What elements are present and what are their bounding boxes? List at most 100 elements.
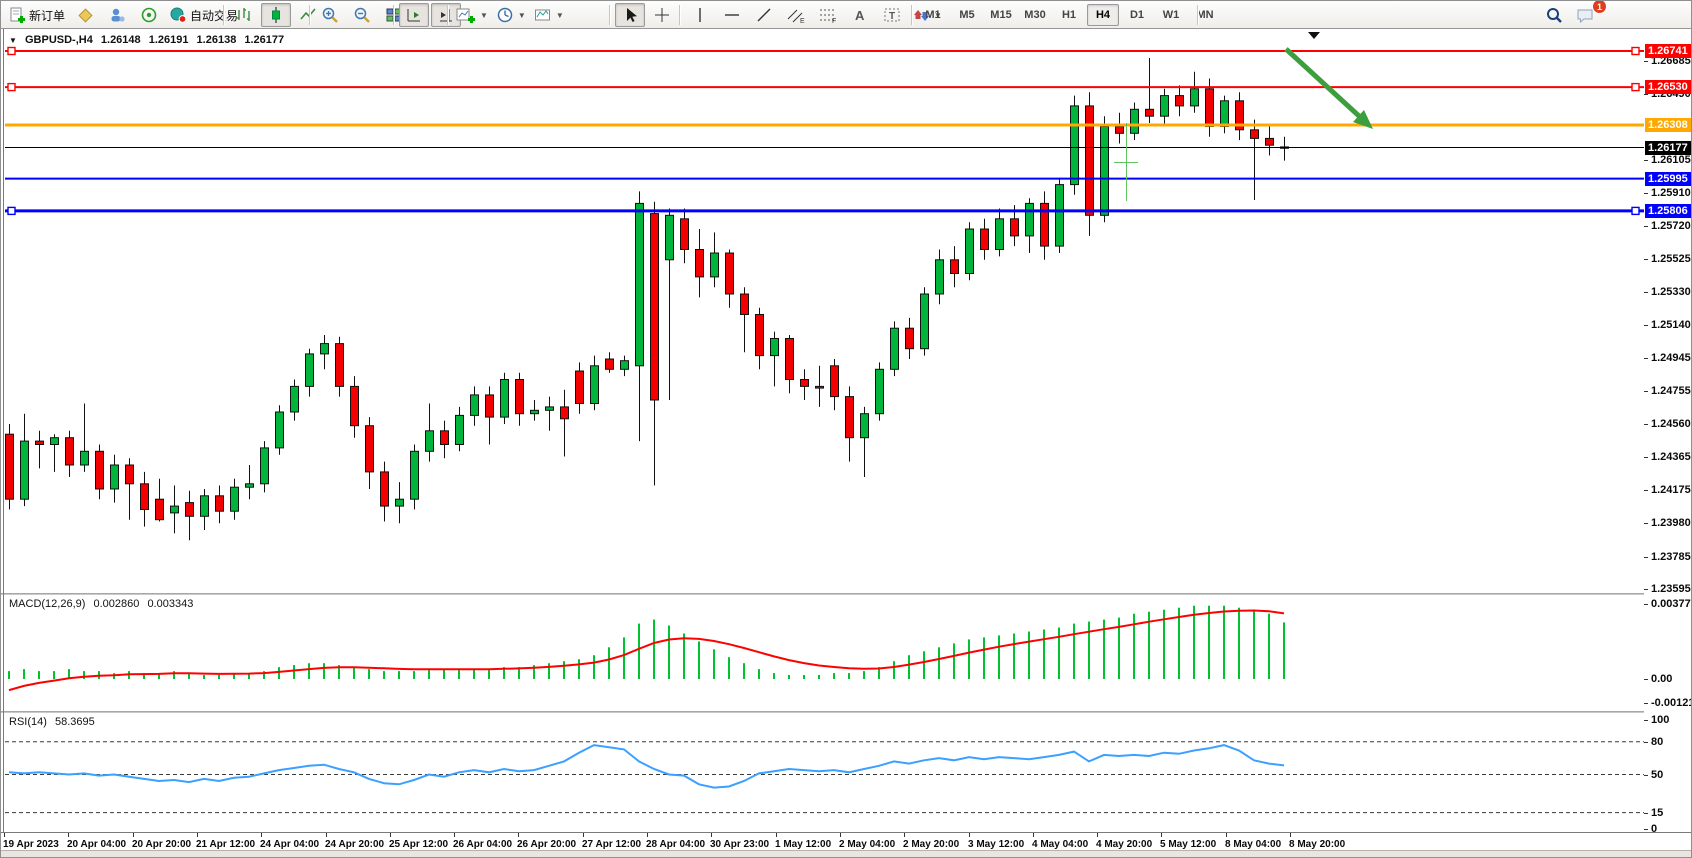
toolbar-group-setup: ▼ ▼ ▼ [453, 3, 567, 27]
tf-d1[interactable]: D1 [1129, 9, 1145, 21]
metaeditor-button[interactable] [70, 3, 100, 27]
tf-m5[interactable]: M5 [959, 9, 975, 21]
vertical-line-tool[interactable] [685, 3, 715, 27]
price-tick-label: 1.24365 [1651, 451, 1691, 464]
main-macd-separator[interactable] [1, 593, 1691, 596]
metaeditor-icon [78, 8, 93, 23]
bar-chart-button[interactable] [229, 3, 259, 27]
candlestick-chart-icon [272, 7, 280, 23]
tf-w1[interactable]: W1 [1162, 9, 1180, 21]
price-tick [1644, 93, 1648, 95]
search-button[interactable] [1539, 3, 1569, 27]
text-tool[interactable]: A [845, 3, 875, 27]
periods-button[interactable]: ▼ [493, 3, 529, 27]
crosshair-button[interactable] [647, 3, 677, 27]
ohlc-open: 1.26148 [100, 34, 141, 46]
rsi-name: RSI(14) [9, 716, 47, 728]
trendline-tool[interactable] [749, 3, 779, 27]
chart-shift-icon [440, 9, 452, 22]
price-level-badge-resistance: 1.26741 [1645, 44, 1691, 58]
time-tick [133, 833, 134, 837]
equidistant-channel-tool[interactable]: E [781, 3, 811, 27]
auto-scroll-button[interactable] [399, 3, 429, 27]
toolbar-separator [679, 5, 681, 25]
price-tick-label: 1.23785 [1651, 550, 1691, 563]
horizontal-line-tool[interactable] [717, 3, 747, 27]
price-level-badge-support: 1.25806 [1645, 203, 1691, 218]
time-tick [390, 833, 391, 837]
price-tick-label: 1.25330 [1651, 286, 1691, 299]
tf-h4[interactable]: H4 [1087, 4, 1119, 26]
toolbar-group-timeframes: M1 M5 M15 M30 H1 H4 D1 W1 MN [917, 3, 1221, 27]
time-tick-label: 19 Apr 2023 [3, 839, 59, 850]
time-tick-label: 5 May 12:00 [1160, 839, 1217, 850]
macd-tick-label: -0.001219 [1651, 697, 1691, 710]
autotrading-icon [170, 7, 187, 23]
arrows-tool[interactable]: ▼ [909, 3, 945, 27]
price-tick [1644, 424, 1648, 425]
tf-m1[interactable]: M1 [925, 9, 941, 21]
price-tick-label: 1.24945 [1651, 352, 1691, 365]
tf-m30[interactable]: M30 [1024, 9, 1046, 21]
svg-text:T: T [889, 11, 895, 22]
notification-count-badge: 1 [1592, 1, 1607, 14]
horizontal-line-icon [725, 14, 739, 16]
ohlc-close: 1.26177 [244, 34, 285, 46]
autotrading-button[interactable]: 自动交易 [166, 3, 241, 27]
fibonacci-icon: F [820, 9, 836, 24]
time-tick [1161, 833, 1162, 837]
price-tick-label: 1.23980 [1651, 517, 1691, 530]
rsi-tick [1644, 720, 1648, 721]
time-tick-label: 25 Apr 12:00 [389, 839, 449, 850]
price-tick-label: 1.24175 [1651, 483, 1691, 496]
tf-h1[interactable]: H1 [1061, 9, 1077, 21]
rsi-tick [1644, 741, 1648, 743]
sounds-button[interactable] [134, 3, 164, 27]
macd-name: MACD(12,26,9) [9, 598, 86, 610]
tf-m15[interactable]: M15 [990, 9, 1012, 21]
toolbar-separator [309, 5, 311, 25]
fibonacci-tool[interactable]: F [813, 3, 843, 27]
templates-button[interactable]: ▼ [531, 3, 567, 27]
time-tick-label: 26 Apr 20:00 [517, 839, 577, 850]
text-icon: A [855, 8, 865, 23]
rsi-levels [5, 741, 1644, 814]
community-button[interactable] [102, 3, 132, 27]
time-tick-label: 28 Apr 04:00 [646, 839, 706, 850]
cursor-button[interactable] [615, 3, 645, 27]
toolbar-separator [223, 5, 225, 25]
notifications-button[interactable]: 1 [1571, 1, 1607, 27]
line-chart-icon [300, 8, 316, 20]
text-label-tool[interactable]: T [877, 3, 907, 27]
object-anchor-cross [1114, 123, 1138, 201]
time-tick-label: 27 Apr 12:00 [582, 839, 642, 850]
price-level-badge-support: 1.25995 [1645, 171, 1691, 186]
time-tick-label: 2 May 04:00 [839, 839, 896, 850]
zoom-out-button[interactable] [347, 3, 377, 27]
toolbar-separator [609, 5, 611, 25]
chart-area[interactable]: ▼ GBPUSD-,H4 1.26148 1.26191 1.26138 1.2… [1, 29, 1691, 853]
time-tick [583, 833, 584, 837]
candlestick-chart-button[interactable] [261, 3, 291, 27]
collapse-triangle-icon[interactable]: ▼ [9, 36, 17, 45]
price-tick-label: 1.25140 [1651, 318, 1691, 331]
price-axis[interactable]: 1.266851.264901.261051.259101.257201.255… [1644, 29, 1691, 852]
rsi-tick [1644, 829, 1648, 830]
tile-windows-button[interactable] [379, 3, 409, 27]
rsi-line [8, 744, 1285, 789]
price-level-badge-pivot: 1.26308 [1645, 118, 1691, 132]
new-order-button[interactable]: 新订单 [5, 3, 68, 27]
indicators-button[interactable]: ▼ [453, 3, 491, 27]
tf-mn[interactable]: MN [1196, 9, 1214, 21]
time-tick [518, 833, 519, 837]
line-chart-button[interactable] [293, 3, 323, 27]
macd-rsi-separator[interactable] [1, 711, 1691, 714]
time-axis[interactable]: 19 Apr 2023 20 Apr 04:00 20 Apr 20:00 21 Ap… [1, 832, 1691, 853]
rsi-tick-label: 100 [1651, 714, 1670, 726]
time-tick-label: 21 Apr 12:00 [196, 839, 256, 850]
template-icon [534, 9, 550, 21]
toolbar-group-right: 1 [1539, 1, 1607, 27]
left-border [3, 29, 4, 845]
zoom-in-button[interactable] [315, 3, 345, 27]
